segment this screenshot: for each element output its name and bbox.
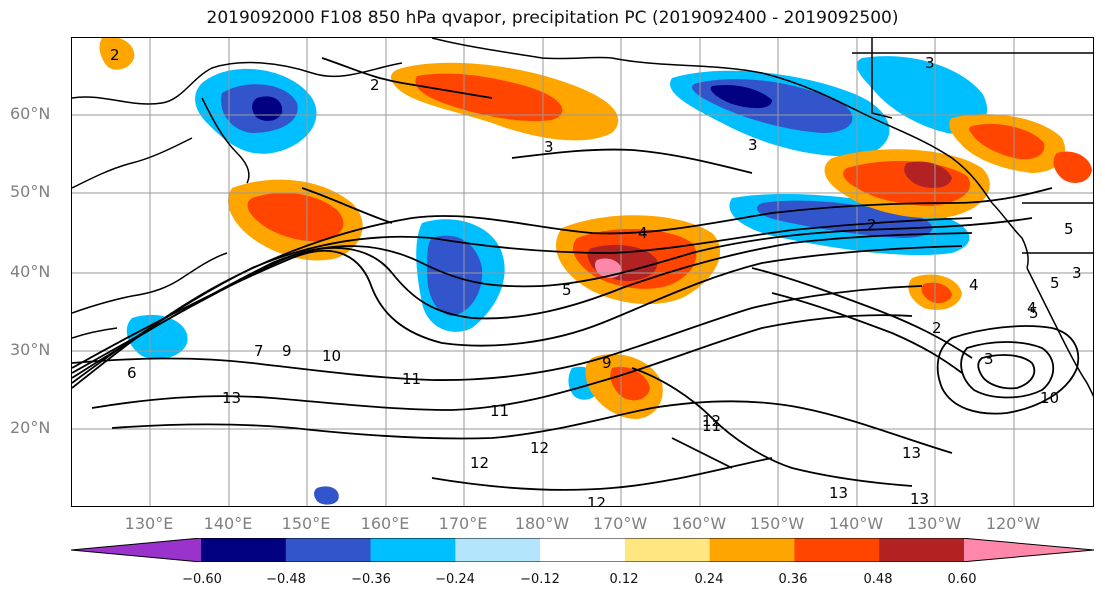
contour-label: 3: [544, 138, 554, 156]
contour-label: 4: [638, 224, 648, 242]
contour-label: 3: [748, 136, 758, 154]
colorbar-segment: [540, 538, 626, 562]
neg-blob-japan: [126, 314, 188, 360]
colorbar-segment: [879, 538, 965, 562]
contour-label: 3: [1072, 264, 1082, 282]
lat-label-30n: 30°N: [10, 340, 51, 359]
contour-label: 2: [867, 216, 877, 234]
contour-label: 12: [470, 454, 489, 472]
colorbar-tick-label: 0.24: [694, 572, 724, 587]
contour-label: 13: [222, 389, 241, 407]
lon-label-140w: 140°W: [828, 514, 884, 533]
lat-label-20n: 20°N: [10, 418, 51, 437]
pos-blob-alaska-peak: [904, 161, 952, 188]
contour-label: 13: [829, 484, 848, 502]
colorbar-segment: [794, 538, 880, 562]
neg-blob-south: [314, 486, 339, 505]
pos-blob-ridge-east-core: [921, 282, 952, 303]
contour-label: 13: [910, 490, 929, 507]
contour-label: 2: [110, 46, 120, 64]
contour-label: 11: [490, 402, 509, 420]
contour-label: 2: [932, 319, 942, 337]
lon-label-140e: 140°E: [203, 514, 253, 533]
pos-blob-west: [99, 38, 135, 70]
lon-label-160e: 160°E: [360, 514, 410, 533]
colorbar-tick-label: 0.60: [947, 572, 977, 587]
neg-blob-gulf-inner: [710, 84, 772, 109]
lon-label-170w: 170°W: [592, 514, 648, 533]
contour-label: 12: [530, 439, 549, 457]
pos-blob-far-east: [1053, 151, 1092, 183]
contour-label: 2: [370, 76, 380, 94]
lon-label-150w: 150°W: [749, 514, 805, 533]
lon-label-170e: 170°E: [438, 514, 488, 533]
contour-label: 3: [925, 54, 935, 72]
contour-label: 4: [1027, 299, 1037, 317]
lon-label-150e: 150°E: [281, 514, 331, 533]
colorbar-segment: [455, 538, 541, 562]
contour-label: 6: [127, 364, 137, 382]
colorbar-extend-high: [964, 538, 1094, 562]
lat-label-40n: 40°N: [10, 262, 51, 281]
lon-label-130w: 130°W: [906, 514, 962, 533]
colorbar-tick-label: −0.48: [266, 572, 306, 587]
precip-positive-fields: [99, 38, 1092, 419]
contour-label: 9: [602, 354, 612, 372]
neg-blob-kamchatka-inner: [252, 96, 283, 121]
neg-blob-northeast: [856, 56, 988, 134]
colorbar-tick-label: 0.48: [863, 572, 893, 587]
colorbar-segment: [624, 538, 711, 562]
contour-label: 10: [1040, 389, 1059, 407]
colorbar-tick-label: −0.24: [435, 572, 475, 587]
contour-label: 5: [1050, 274, 1060, 292]
colorbar-segment: [285, 538, 372, 562]
colorbar-tick-label: −0.36: [351, 572, 391, 587]
contour-label: 5: [1064, 220, 1074, 238]
pos-blob-kuril-core: [247, 192, 344, 242]
contour-label: 11: [702, 417, 721, 435]
qvapor-contours: [72, 57, 1080, 491]
contour-label: 4: [969, 276, 979, 294]
colorbar-segment: [201, 538, 287, 562]
colorbar-extend-low: [71, 538, 201, 562]
map-canvas: 2 3 3 3 2 4 5 5 4 2 2 5 5 6 7 9 10 10 11…: [72, 38, 1093, 507]
lat-label-50n: 50°N: [10, 182, 51, 201]
colorbar: [71, 538, 1094, 562]
map-panel: 2 3 3 3 2 4 5 5 4 2 2 5 5 6 7 9 10 10 11…: [71, 37, 1094, 507]
colorbar-tick-label: 0.36: [778, 572, 808, 587]
contour-label: 12: [587, 494, 606, 507]
lat-label-60n: 60°N: [10, 104, 51, 123]
lon-label-120w: 120°W: [985, 514, 1041, 533]
contour-label: 5: [1029, 304, 1039, 322]
graticule: [72, 38, 1093, 506]
contour-value-labels: 2 3 3 3 2 4 5 5 4 2 2 5 5 6 7 9 10 10 11…: [110, 46, 1082, 507]
contour-label: 11: [402, 370, 421, 388]
contour-label: 10: [322, 347, 341, 365]
contour-label: 7: [254, 342, 264, 360]
contour-label: 3: [984, 350, 994, 368]
pos-blob-northeast-core: [969, 123, 1045, 160]
map-title: 2019092000 F108 850 hPa qvapor, precipit…: [206, 8, 899, 28]
colorbar-segments: [71, 538, 1094, 562]
contour-label: 12: [702, 412, 721, 430]
lon-label-130e: 130°E: [124, 514, 174, 533]
lon-label-160w: 160°W: [671, 514, 727, 533]
contour-label: 5: [562, 281, 572, 299]
lon-label-180w: 180°W: [514, 514, 570, 533]
colorbar-tick-label: 0.12: [609, 572, 639, 587]
colorbar-segment: [709, 538, 795, 562]
coastlines: [72, 38, 1093, 398]
contour-label: 9: [282, 342, 292, 360]
colorbar-tick-label: −0.12: [520, 572, 560, 587]
colorbar-segment: [370, 538, 456, 562]
colorbar-tick-label: −0.60: [182, 572, 222, 587]
contour-label: 13: [902, 444, 921, 462]
